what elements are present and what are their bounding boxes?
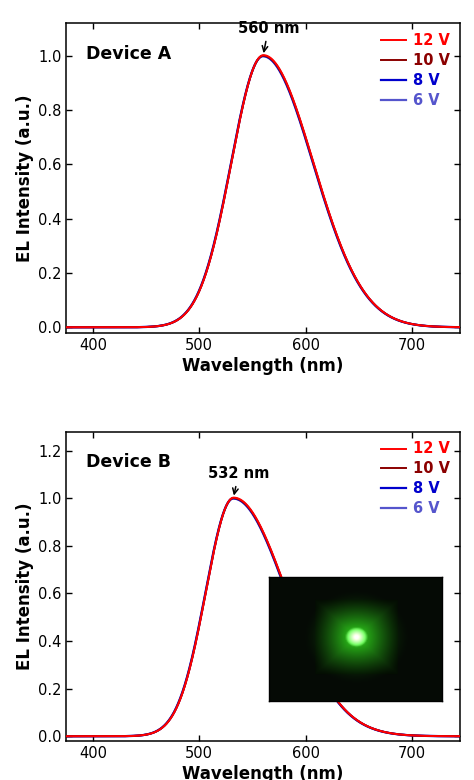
Legend: 12 V, 10 V, 8 V, 6 V: 12 V, 10 V, 8 V, 6 V bbox=[375, 436, 456, 522]
X-axis label: Wavelength (nm): Wavelength (nm) bbox=[182, 356, 344, 374]
Legend: 12 V, 10 V, 8 V, 6 V: 12 V, 10 V, 8 V, 6 V bbox=[375, 27, 456, 113]
Text: Device B: Device B bbox=[86, 453, 171, 471]
Text: 532 nm: 532 nm bbox=[208, 466, 269, 494]
Text: Device A: Device A bbox=[86, 45, 171, 63]
Y-axis label: EL Intensity (a.u.): EL Intensity (a.u.) bbox=[16, 94, 34, 262]
Y-axis label: EL Intensity (a.u.): EL Intensity (a.u.) bbox=[16, 502, 34, 670]
Text: 560 nm: 560 nm bbox=[237, 21, 299, 51]
X-axis label: Wavelength (nm): Wavelength (nm) bbox=[182, 765, 344, 780]
